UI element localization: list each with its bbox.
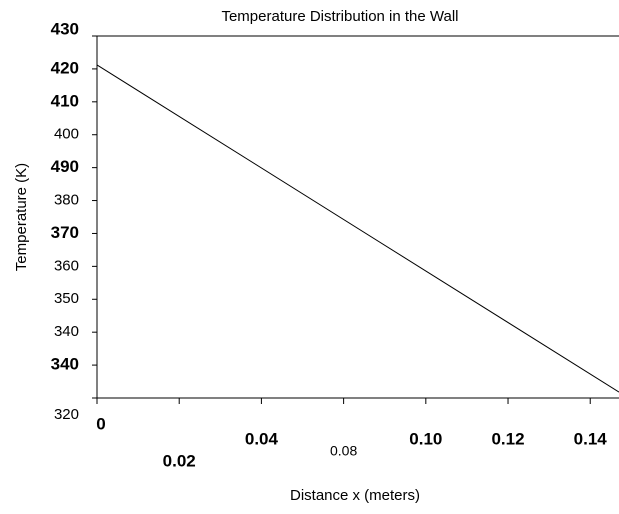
y-tick-label: 350	[54, 290, 79, 307]
y-tick-label: 420	[51, 58, 79, 77]
x-tick-label: 0.02	[163, 451, 196, 470]
y-tick-label: 410	[51, 91, 79, 110]
y-tick-label: 370	[51, 223, 79, 242]
x-tick-label: 0.12	[491, 429, 524, 448]
y-tick-label: 380	[54, 192, 79, 209]
x-tick-label: 0.04	[245, 429, 279, 448]
x-axis-label: Distance x (meters)	[290, 487, 420, 504]
y-tick-label: 340	[51, 355, 79, 374]
y-tick-label: 360	[54, 257, 79, 274]
x-tick-label: 0.10	[409, 429, 442, 448]
chart-title: Temperature Distribution in the Wall	[221, 8, 458, 25]
x-tick-label: 0	[96, 414, 105, 433]
y-tick-label: 400	[54, 126, 79, 143]
y-tick-label: 340	[54, 323, 79, 340]
y-tick-label: 430	[51, 19, 79, 38]
data-line	[96, 64, 619, 393]
y-axis-label: Temperature (K)	[13, 163, 30, 271]
y-tick-label: 490	[51, 157, 79, 176]
x-tick-label: 0.08	[330, 443, 357, 459]
x-tick-label: 0.14	[574, 429, 608, 448]
y-tick-label: 320	[54, 406, 79, 423]
